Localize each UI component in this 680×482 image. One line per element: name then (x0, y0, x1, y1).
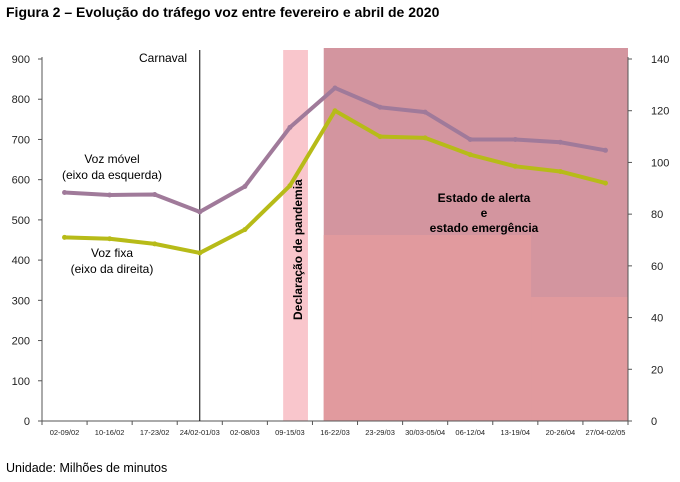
right-axis-tick-label: 20 (651, 364, 663, 376)
x-axis-tick-label: 10-16/02 (95, 428, 125, 437)
left-axis-tick-label: 400 (12, 255, 30, 267)
voz-fixa-point (557, 168, 563, 174)
right-axis-tick-label: 0 (651, 416, 657, 428)
x-axis-tick-label: 16-22/03 (320, 428, 350, 437)
voz-movel-point (602, 147, 608, 153)
right-axis-tick-label: 140 (651, 54, 669, 66)
voz-movel-point (107, 192, 113, 198)
left-axis-tick-label: 100 (12, 376, 30, 388)
state-label-line-3: estado emergência (430, 221, 539, 235)
state-of-emergency-band-lower-right (531, 297, 628, 421)
fixa-series-label-line-1: Voz fixa (91, 246, 133, 260)
x-axis-tick-label: 24/02-01/03 (180, 428, 220, 437)
movel-series-label-line-2: (eixo da esquerda) (62, 168, 162, 182)
right-axis-tick-label: 120 (651, 106, 669, 118)
figure-title: Figura 2 – Evolução do tráfego voz entre… (6, 4, 440, 20)
state-label-line-1: Estado de alerta (438, 191, 531, 205)
state-of-emergency-band-lower (323, 235, 532, 421)
voz-movel-point (332, 85, 338, 91)
voz-fixa-point (152, 241, 158, 247)
left-y-axis: 0 100 200 300 400 500 600 700 800 900 (12, 54, 43, 428)
voz-fixa-point (107, 236, 113, 242)
x-axis-tick-label: 23-29/03 (365, 428, 395, 437)
voz-movel-point (377, 104, 383, 110)
event-bands (283, 48, 628, 421)
right-axis-tick-label: 100 (651, 157, 669, 169)
x-axis-tick-label: 17-23/02 (140, 428, 170, 437)
right-axis-tick-label: 80 (651, 209, 663, 221)
voz-fixa-point (467, 152, 473, 158)
x-axis-tick-label: 13-19/04 (501, 428, 531, 437)
right-axis-tick-label: 40 (651, 313, 663, 325)
left-axis-tick-label: 300 (12, 295, 30, 307)
left-axis-tick-label: 200 (12, 336, 30, 348)
x-axis-tick-label: 27/04-02/05 (585, 428, 625, 437)
x-axis-tick-label: 09-15/03 (275, 428, 305, 437)
right-axis-tick-label: 60 (651, 261, 663, 273)
voz-movel-point (512, 136, 518, 142)
left-axis-tick-label: 0 (24, 416, 30, 428)
right-y-axis: 0 20 40 60 80 100 120 140 (627, 54, 669, 428)
x-axis-tick-label: 02-09/02 (50, 428, 80, 437)
fixa-series-label-line-2: (eixo da direita) (71, 262, 154, 276)
voz-movel-point (422, 109, 428, 115)
voz-movel-point (62, 190, 68, 196)
voz-movel-point (152, 192, 158, 198)
x-axis-tick-label: 06-12/04 (455, 428, 485, 437)
left-axis-tick-label: 700 (12, 134, 30, 146)
voz-fixa-point (287, 183, 293, 189)
left-axis-tick-label: 500 (12, 215, 30, 227)
voz-fixa-point (332, 108, 338, 114)
voz-movel-point (467, 136, 473, 142)
voz-movel-point (557, 139, 563, 145)
x-axis: 02-09/02 10-16/02 17-23/02 24/02-01/03 02-08… (41, 420, 629, 437)
voz-movel-point (197, 209, 203, 215)
voz-fixa-point (377, 134, 383, 140)
voz-movel-point (287, 124, 293, 130)
voz-movel-point (242, 184, 248, 190)
left-axis-tick-label: 600 (12, 175, 30, 187)
x-axis-tick-label: 20-26/04 (546, 428, 576, 437)
voz-fixa-point (197, 250, 203, 256)
voz-fixa-point (242, 227, 248, 233)
state-label-line-2: e (481, 206, 488, 220)
x-axis-tick-label: 30/03-05/04 (405, 428, 445, 437)
series-layer (62, 85, 608, 256)
pandemic-declaration-label: Declaração de pandemia (291, 179, 305, 320)
left-axis-tick-label: 800 (12, 94, 30, 106)
carnaval-label: Carnaval (139, 51, 187, 65)
pandemic-band (283, 50, 308, 421)
movel-series-label-line-1: Voz móvel (84, 152, 139, 166)
figure-footer-unit: Unidade: Milhões de minutos (6, 461, 168, 475)
voz-fixa-point (422, 135, 428, 141)
voz-fixa-point (62, 234, 68, 240)
x-axis-tick-label: 02-08/03 (230, 428, 260, 437)
left-axis-tick-label: 900 (12, 54, 30, 66)
voz-fixa-point (602, 180, 608, 186)
voz-fixa-point (512, 163, 518, 169)
